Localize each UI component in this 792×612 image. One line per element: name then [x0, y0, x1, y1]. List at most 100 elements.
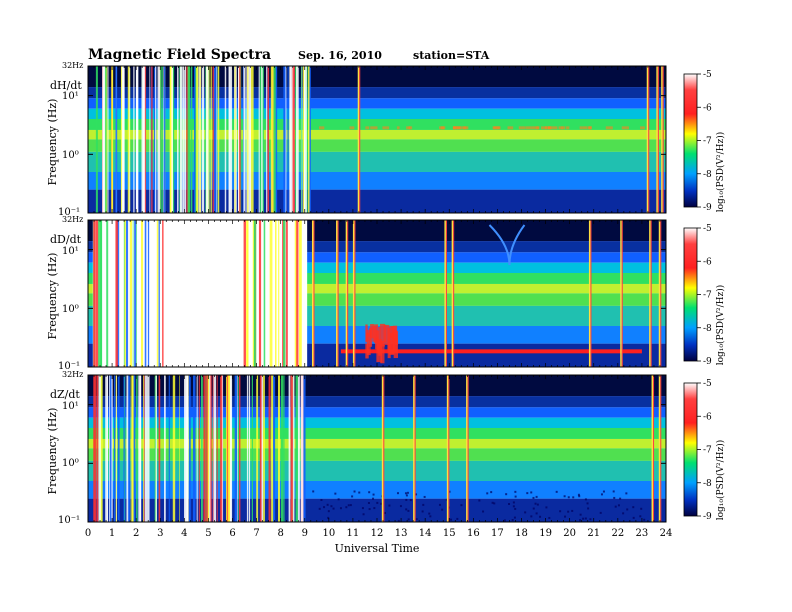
y-tick-10-m1-panel-1: 10⁻¹ — [58, 361, 80, 372]
dz-dt-speckle — [388, 504, 391, 507]
dh-dt-streak — [579, 126, 583, 130]
dd-dt-spike — [337, 220, 339, 367]
colorbar-label-2: log₁₀(PSD(V²/Hz)) — [715, 440, 726, 521]
colorbar-tick-label: -7 — [703, 446, 712, 456]
dz-dt-speckle — [428, 512, 431, 515]
dz-dt-band — [88, 417, 666, 428]
dz-dt-speckle — [405, 498, 408, 501]
dz-dt-noise-stripe — [184, 375, 187, 522]
y-tick-10-m1-panel-2: 10⁻¹ — [58, 515, 80, 526]
dd-dt-stripe — [125, 220, 129, 367]
dd-dt-whistler — [508, 224, 526, 266]
dz-dt-spike — [446, 375, 449, 522]
dz-dt-noise-stripe — [208, 375, 211, 522]
dz-dt-speckle — [530, 515, 533, 518]
dz-dt-speckle — [407, 509, 410, 512]
dz-dt-speckle — [613, 496, 616, 499]
x-tick-label: 6 — [229, 528, 235, 539]
dh-dt-noise-stripe — [303, 66, 306, 213]
x-tick-label: 0 — [85, 528, 91, 539]
dd-dt-red-patch — [366, 332, 369, 341]
dz-dt-noise-stripe — [99, 375, 101, 522]
dd-dt-stripe — [124, 220, 126, 367]
dh-dt-noise-stripe — [212, 66, 215, 213]
dz-dt-speckle — [376, 501, 379, 504]
dh-dt-noise-stripe — [104, 66, 107, 213]
dz-dt-noise-stripe — [237, 375, 238, 522]
dh-dt-noise-stripe — [273, 66, 277, 213]
dh-dt-streak — [440, 126, 446, 130]
dz-dt-noise-stripe — [110, 375, 113, 522]
dz-dt-noise-stripe — [109, 375, 112, 522]
dz-dt-spike — [658, 375, 661, 522]
dd-dt-stripe — [298, 220, 302, 367]
dz-dt-speckle — [399, 505, 402, 508]
dz-dt-noise-stripe — [273, 375, 276, 522]
dz-dt-noise-stripe — [94, 375, 96, 522]
dz-dt-noise-stripe — [179, 375, 180, 522]
dz-dt-speckle — [526, 492, 529, 495]
dh-dt-streak — [605, 126, 613, 130]
colorbar-tick-label: -9 — [703, 203, 712, 213]
dd-dt-red-patch — [369, 327, 373, 347]
dz-dt-band — [88, 448, 666, 461]
dh-dt-streak — [532, 126, 537, 130]
dz-dt-noise-stripe — [212, 375, 214, 522]
dz-dt-spike — [653, 375, 655, 522]
dz-dt-speckle — [422, 503, 425, 506]
dz-dt-noise-stripe — [280, 375, 284, 522]
dh-dt-streak — [541, 126, 548, 130]
y-tick-10-1-panel-0: 10¹ — [62, 91, 79, 102]
dz-dt-speckle — [493, 502, 496, 505]
dz-dt-speckle — [602, 490, 605, 493]
dd-dt-spike — [336, 220, 338, 367]
y-axis-label-0: Frequency (Hz) — [46, 99, 59, 186]
dh-dt-noise-stripe — [270, 66, 274, 213]
dz-dt-noise-stripe — [293, 375, 295, 522]
dd-dt-red-patch — [378, 326, 381, 350]
dd-dt-red-patch — [365, 343, 369, 359]
dz-dt-speckle — [326, 503, 329, 506]
dz-dt-speckle — [513, 516, 516, 519]
colorbar-tick-label: -6 — [703, 103, 712, 113]
dz-dt-speckle — [421, 510, 424, 513]
dh-dt-noise-stripe — [229, 66, 233, 213]
dz-dt-speckle — [586, 502, 589, 505]
dh-dt-noise-stripe — [202, 66, 205, 213]
dz-dt-speckle — [415, 518, 418, 521]
panel-label-dh-dt: dH/dt — [50, 79, 82, 92]
dh-dt-spike — [661, 66, 663, 213]
dz-dt-speckle — [577, 493, 580, 496]
y-axis-label-2: Frequency (Hz) — [46, 408, 59, 495]
dh-dt-noise-stripe — [308, 66, 310, 213]
dz-dt-speckle — [362, 513, 365, 516]
dz-dt-speckle — [584, 498, 587, 501]
dh-dt-streak — [365, 126, 370, 130]
dz-dt-noise-stripe — [227, 375, 231, 522]
dz-dt-band — [88, 396, 666, 408]
dz-dt-speckle — [409, 499, 412, 502]
dd-dt-stripe — [156, 220, 159, 367]
x-axis-label: Universal Time — [335, 542, 420, 555]
dd-dt-spike — [354, 220, 356, 367]
dd-dt-stripe — [247, 220, 249, 367]
dh-dt-noise-stripe — [133, 66, 135, 213]
top-freq-label-1: 32Hz — [62, 215, 83, 224]
dd-dt-red-patch — [392, 329, 398, 353]
dz-dt-speckle — [456, 517, 459, 520]
x-tick-label: 3 — [157, 528, 163, 539]
dz-dt-noise-stripe — [133, 375, 136, 522]
dd-dt-stripe — [285, 220, 287, 367]
dd-dt-red-patch — [366, 329, 372, 338]
dh-dt-noise-stripe — [107, 66, 109, 213]
dz-dt-speckle — [632, 506, 635, 509]
dd-dt-spike — [347, 220, 349, 367]
colorbar-gradient — [683, 73, 698, 208]
dz-dt-noise-stripe — [283, 375, 285, 522]
x-tick-label: 17 — [491, 528, 504, 539]
x-tick-label: 13 — [395, 528, 408, 539]
dh-dt-noise-stripe — [196, 66, 199, 213]
dz-dt-noise-stripe — [100, 375, 103, 522]
dz-dt-noise-stripe — [172, 375, 176, 522]
dh-dt-noise-stripe — [285, 66, 287, 213]
